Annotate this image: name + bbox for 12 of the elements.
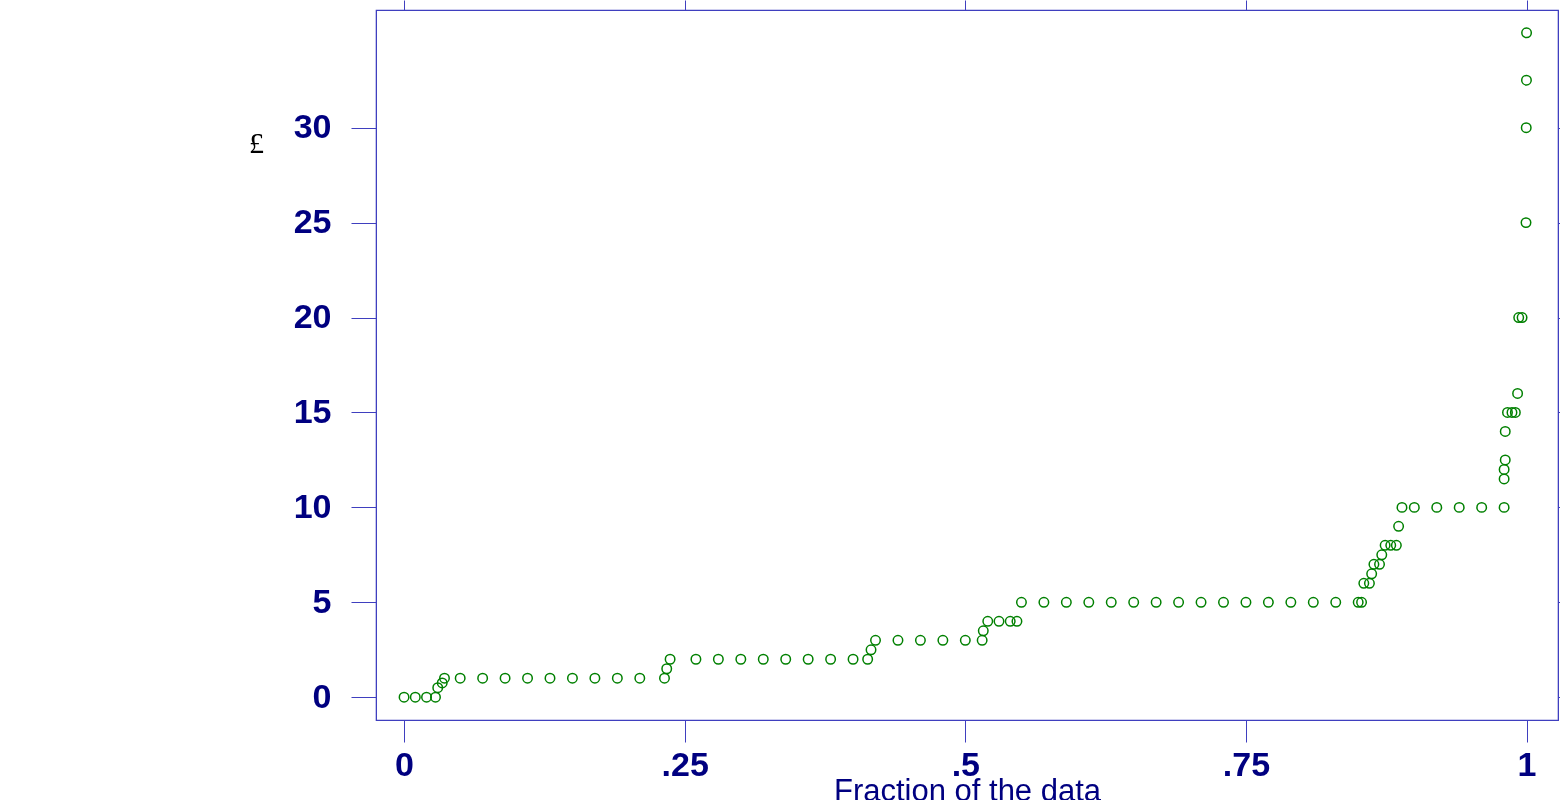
x-tick-label: 1	[1517, 744, 1537, 783]
y-tick-label: 10	[293, 486, 332, 525]
y-tick-label: 30	[293, 107, 332, 146]
x-tick-label: 0	[395, 744, 415, 783]
y-tick-label: 25	[293, 202, 332, 241]
y-tick-label: 5	[312, 581, 332, 620]
y-tick-label: 20	[293, 297, 332, 336]
y-axis-title: £	[249, 125, 264, 159]
y-tick-label: 0	[312, 676, 332, 715]
y-tick-label: 15	[293, 391, 332, 430]
x-tick-label: .75	[1222, 744, 1271, 783]
x-tick-label: .25	[661, 744, 709, 783]
